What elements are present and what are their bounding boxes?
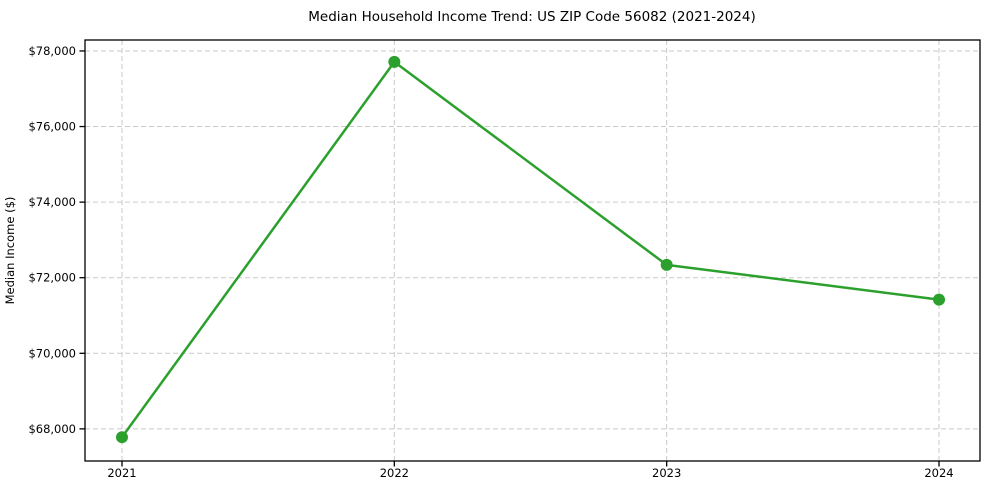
axis-ticks — [79, 50, 940, 467]
y-tick-label: $76,000 — [28, 120, 76, 134]
y-tick-label: $72,000 — [28, 271, 76, 285]
y-tick-labels: $68,000 $70,000 $72,000 $74,000 $76,000 $78,0… — [28, 44, 76, 436]
y-tick-label: $70,000 — [28, 346, 76, 360]
x-tick-label: 2022 — [380, 466, 409, 480]
data-point — [660, 258, 673, 271]
x-tick-label: 2021 — [107, 466, 136, 480]
data-point — [116, 431, 128, 444]
y-tick-label: $78,000 — [28, 44, 76, 58]
y-tick-label: $74,000 — [28, 195, 76, 209]
data-point — [933, 293, 945, 306]
income-line-series — [116, 55, 945, 444]
x-tick-label: 2024 — [924, 466, 953, 480]
x-tick-labels: 2021 2022 2023 2024 — [107, 466, 953, 480]
x-tick-label: 2023 — [652, 466, 681, 480]
plot-border — [84, 39, 981, 462]
gridlines — [85, 40, 980, 461]
y-tick-label: $68,000 — [28, 422, 76, 436]
chart-title: Median Household Income Trend: US ZIP Co… — [308, 9, 756, 25]
series-line — [120, 60, 941, 439]
data-point — [388, 55, 401, 68]
y-axis-label: Median Income ($) — [3, 197, 17, 305]
